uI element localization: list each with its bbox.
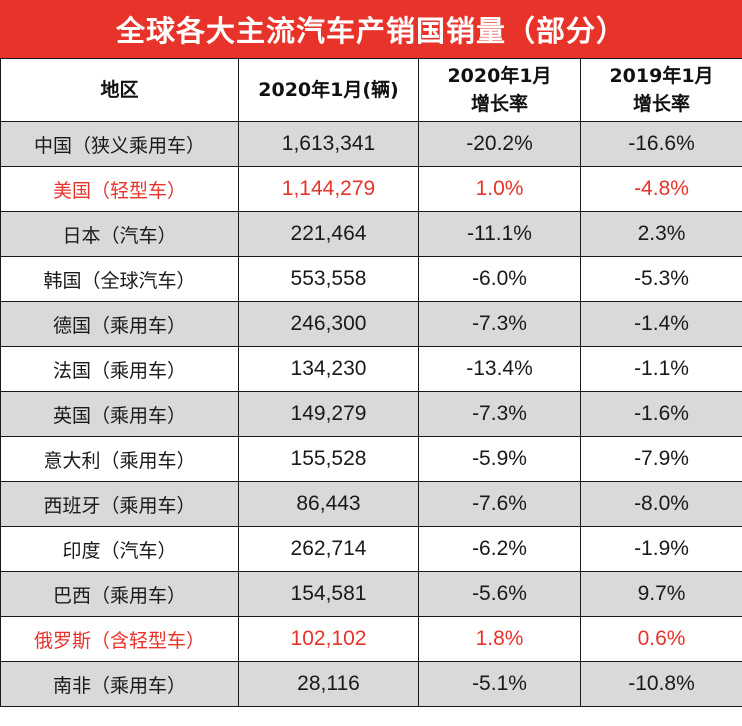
cell-growth-2019: -1.9%	[580, 526, 742, 572]
cell-region: 印度（汽车）	[0, 526, 239, 572]
header-growth-2019-line2: 增长率	[632, 93, 690, 115]
cell-region: 俄罗斯（含轻型车）	[0, 616, 239, 662]
cell-sales: 149,279	[238, 391, 419, 437]
cell-growth-2020: -7.6%	[418, 481, 581, 527]
cell-region: 中国（狭义乘用车）	[0, 121, 239, 167]
table-row: 西班牙（乘用车） 86,443 -7.6% -8.0%	[0, 481, 742, 527]
table-row: 韩国（全球汽车） 553,558 -6.0% -5.3%	[0, 256, 742, 302]
table-row: 英国（乘用车） 149,279 -7.3% -1.6%	[0, 391, 742, 437]
cell-growth-2019: -4.8%	[580, 166, 742, 212]
sales-table: 地区 2020年1月(辆) 2020年1月 增长率 2019年1月 增长率 中国…	[0, 58, 742, 707]
cell-region: 英国（乘用车）	[0, 391, 239, 437]
header-growth-2019-line1: 2019年1月	[609, 65, 714, 87]
cell-region: 南非（乘用车）	[0, 661, 239, 707]
cell-growth-2020: -5.9%	[418, 436, 581, 482]
cell-growth-2020: -7.3%	[418, 301, 581, 347]
cell-growth-2019: -1.6%	[580, 391, 742, 437]
cell-growth-2019: -5.3%	[580, 256, 742, 302]
cell-growth-2020: -5.6%	[418, 571, 581, 617]
cell-growth-2020: -13.4%	[418, 346, 581, 392]
header-growth-2020-line2: 增长率	[470, 93, 528, 115]
cell-sales: 553,558	[238, 256, 419, 302]
cell-growth-2019: 9.7%	[580, 571, 742, 617]
cell-sales: 221,464	[238, 211, 419, 257]
header-region: 地区	[0, 58, 239, 122]
cell-region: 西班牙（乘用车）	[0, 481, 239, 527]
header-sales: 2020年1月(辆)	[238, 58, 419, 122]
header-row: 地区 2020年1月(辆) 2020年1月 增长率 2019年1月 增长率	[0, 58, 742, 122]
header-growth-2020: 2020年1月 增长率	[418, 58, 581, 122]
cell-growth-2019: -10.8%	[580, 661, 742, 707]
table-row: 俄罗斯（含轻型车） 102,102 1.8% 0.6%	[0, 616, 742, 662]
cell-sales: 155,528	[238, 436, 419, 482]
cell-growth-2019: 2.3%	[580, 211, 742, 257]
table-row: 日本（汽车） 221,464 -11.1% 2.3%	[0, 211, 742, 257]
cell-sales: 1,613,341	[238, 121, 419, 167]
cell-growth-2020: -6.2%	[418, 526, 581, 572]
cell-sales: 86,443	[238, 481, 419, 527]
cell-region: 韩国（全球汽车）	[0, 256, 239, 302]
cell-sales: 134,230	[238, 346, 419, 392]
cell-region: 美国（轻型车）	[0, 166, 239, 212]
cell-sales: 28,116	[238, 661, 419, 707]
cell-growth-2019: -16.6%	[580, 121, 742, 167]
table-row: 法国（乘用车） 134,230 -13.4% -1.1%	[0, 346, 742, 392]
cell-growth-2020: -7.3%	[418, 391, 581, 437]
cell-sales: 246,300	[238, 301, 419, 347]
cell-growth-2019: -1.4%	[580, 301, 742, 347]
cell-growth-2020: -5.1%	[418, 661, 581, 707]
cell-region: 法国（乘用车）	[0, 346, 239, 392]
cell-growth-2020: 1.0%	[418, 166, 581, 212]
table-row: 德国（乘用车） 246,300 -7.3% -1.4%	[0, 301, 742, 347]
cell-sales: 1,144,279	[238, 166, 419, 212]
header-growth-2019: 2019年1月 增长率	[580, 58, 742, 122]
table-row: 巴西（乘用车） 154,581 -5.6% 9.7%	[0, 571, 742, 617]
table-row: 中国（狭义乘用车） 1,613,341 -20.2% -16.6%	[0, 121, 742, 167]
cell-growth-2020: -20.2%	[418, 121, 581, 167]
cell-growth-2020: -11.1%	[418, 211, 581, 257]
cell-region: 巴西（乘用车）	[0, 571, 239, 617]
header-growth-2020-line1: 2020年1月	[447, 65, 552, 87]
table-row: 印度（汽车） 262,714 -6.2% -1.9%	[0, 526, 742, 572]
cell-growth-2019: -1.1%	[580, 346, 742, 392]
cell-growth-2020: 1.8%	[418, 616, 581, 662]
cell-region: 日本（汽车）	[0, 211, 239, 257]
cell-growth-2020: -6.0%	[418, 256, 581, 302]
table-title: 全球各大主流汽车产销国销量（部分）	[0, 0, 742, 58]
table-row: 南非（乘用车） 28,116 -5.1% -10.8%	[0, 661, 742, 707]
cell-region: 德国（乘用车）	[0, 301, 239, 347]
cell-sales: 102,102	[238, 616, 419, 662]
table-row: 美国（轻型车） 1,144,279 1.0% -4.8%	[0, 166, 742, 212]
cell-region: 意大利（乘用车）	[0, 436, 239, 482]
cell-sales: 262,714	[238, 526, 419, 572]
cell-growth-2019: -7.9%	[580, 436, 742, 482]
table-row: 意大利（乘用车） 155,528 -5.9% -7.9%	[0, 436, 742, 482]
cell-growth-2019: 0.6%	[580, 616, 742, 662]
cell-growth-2019: -8.0%	[580, 481, 742, 527]
cell-sales: 154,581	[238, 571, 419, 617]
